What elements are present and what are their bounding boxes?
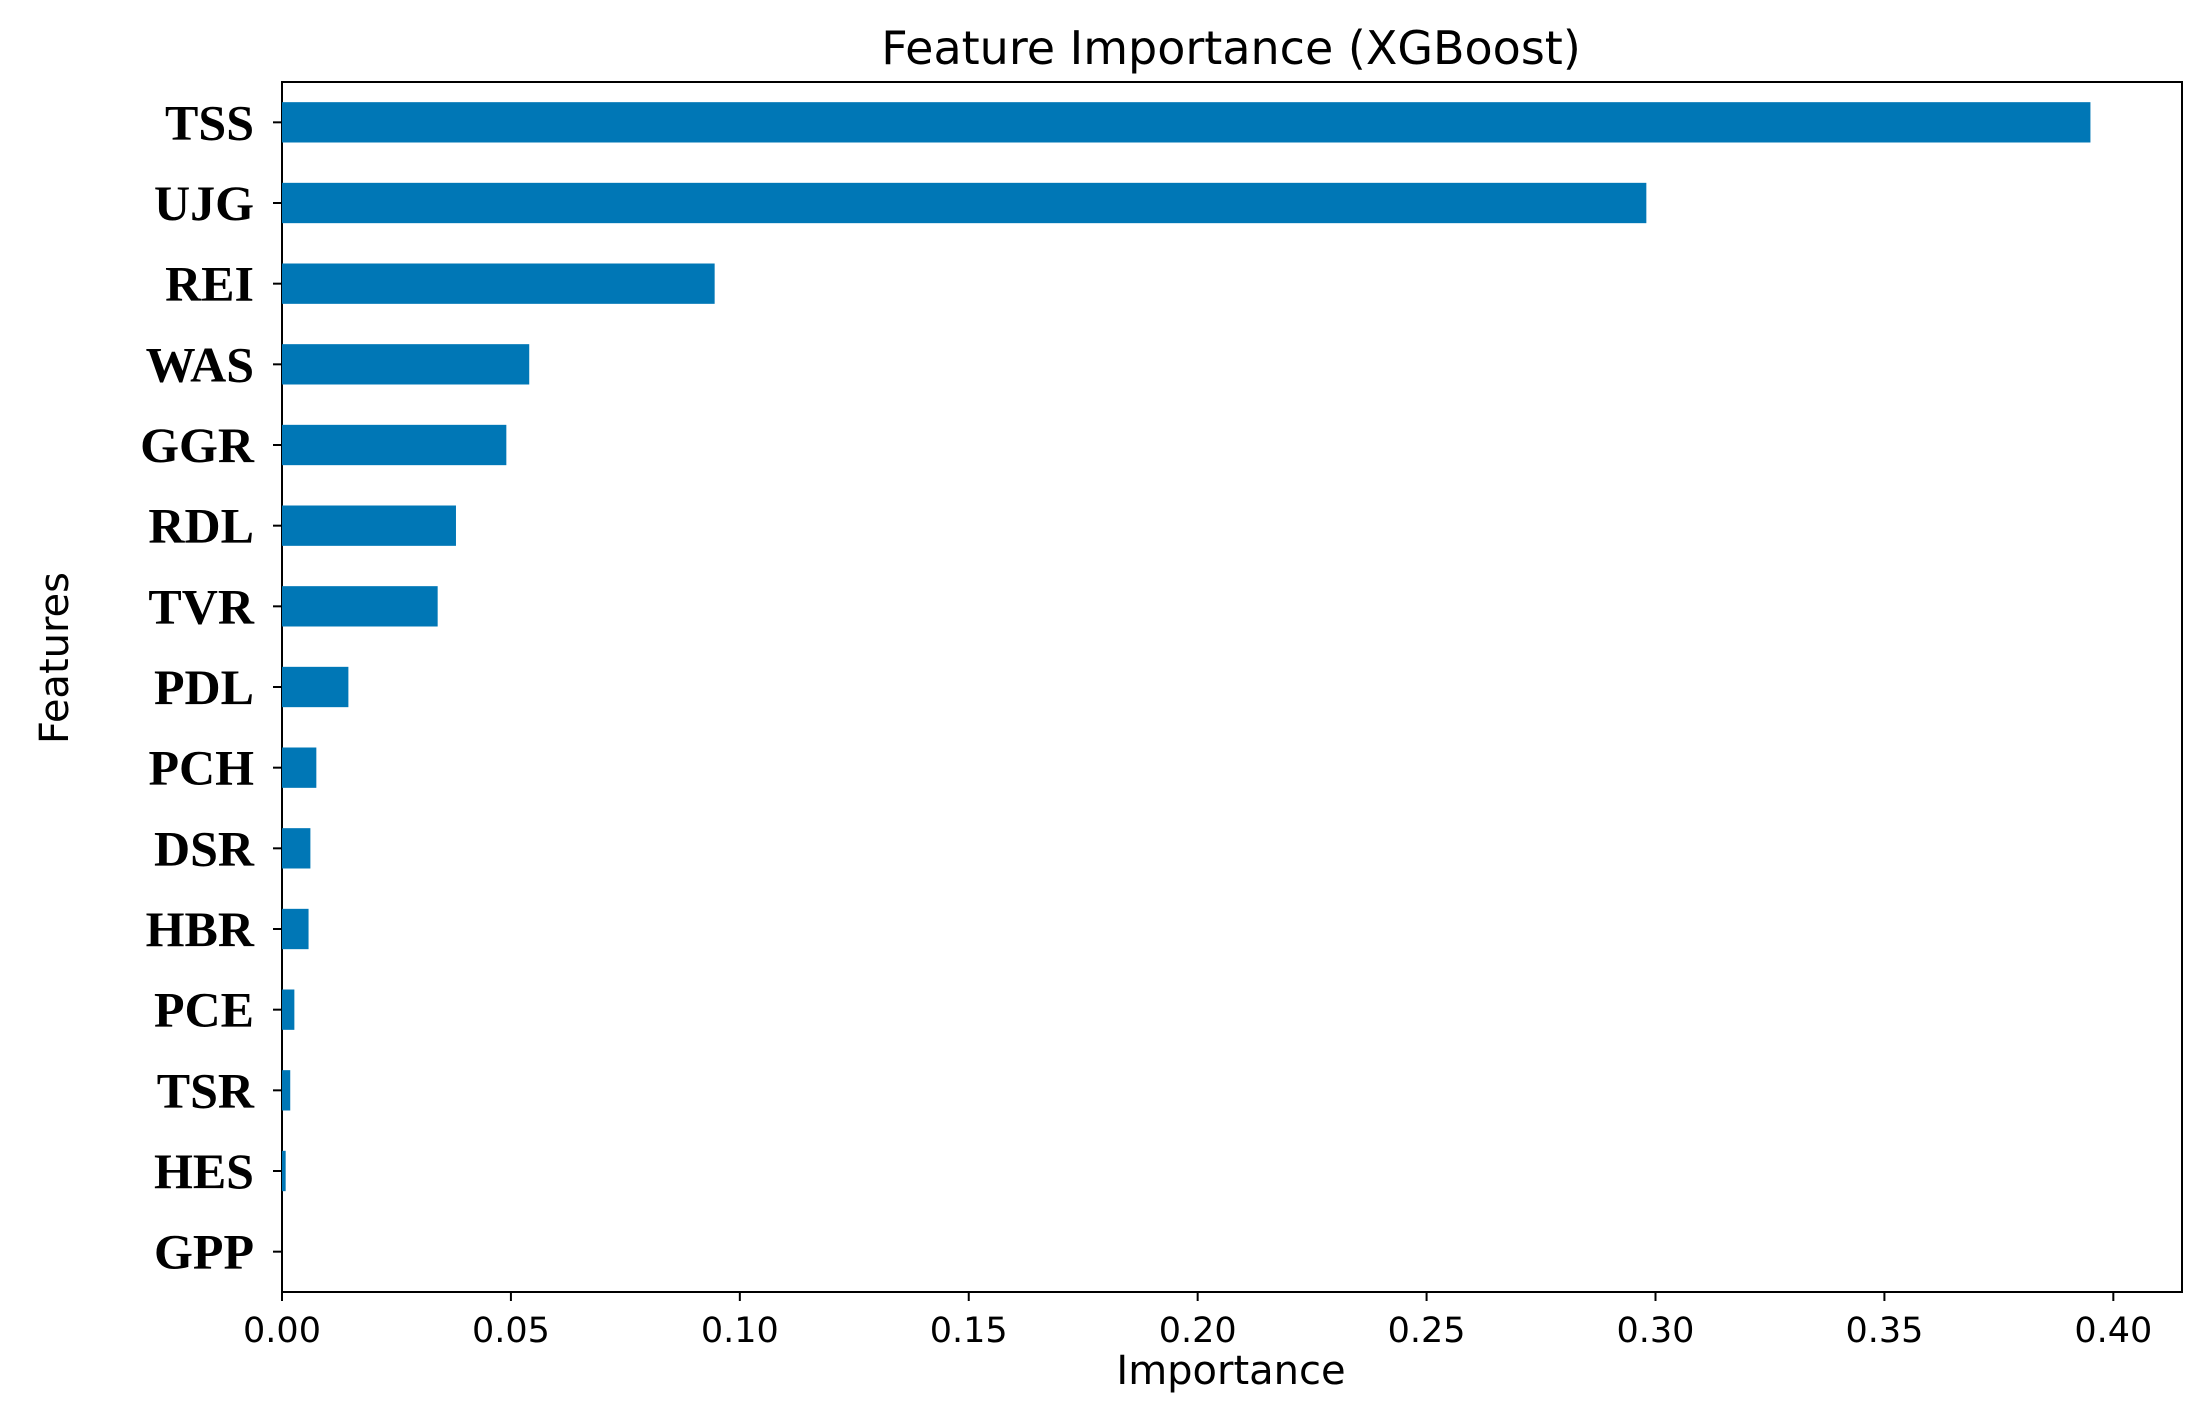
y-tick-label: TSS <box>165 94 254 150</box>
bar-tss <box>282 102 2091 143</box>
bar-ujg <box>282 182 1647 224</box>
y-tick-label: TVR <box>148 578 254 634</box>
chart-title: Feature Importance (XGBoost) <box>881 21 1581 75</box>
y-tick-label: GGR <box>140 417 255 473</box>
y-tick-label: GPP <box>154 1224 254 1280</box>
bar-pch <box>282 747 317 788</box>
y-tick-label: PDL <box>154 659 254 715</box>
x-tick-label: 0.35 <box>1845 1311 1923 1351</box>
y-tick-label: PCH <box>148 740 254 796</box>
bar-tsr <box>282 1070 291 1111</box>
y-tick-label: DSR <box>154 820 255 876</box>
x-tick-label: 0.30 <box>1617 1311 1695 1351</box>
y-tick-label: TSR <box>157 1062 255 1118</box>
x-tick-label: 0.15 <box>930 1311 1008 1351</box>
bar-ggr <box>282 424 507 466</box>
bar-dsr <box>282 828 311 869</box>
y-tick-label: WAS <box>146 336 254 392</box>
x-axis-label: Importance <box>1116 1348 1345 1394</box>
x-tick-label: 0.40 <box>2074 1311 2152 1351</box>
bar-hes <box>282 1150 286 1192</box>
y-tick-label: HES <box>154 1143 254 1199</box>
x-tick-label: 0.05 <box>472 1311 550 1351</box>
x-tick-label: 0.25 <box>1388 1311 1466 1351</box>
bar-pce <box>282 989 295 1030</box>
bar-rei <box>282 263 715 304</box>
bar-was <box>282 344 530 385</box>
y-tick-label: UJG <box>154 175 254 231</box>
x-tick-label: 0.20 <box>1159 1311 1237 1351</box>
bar-hbr <box>282 908 309 950</box>
y-tick-label: RDL <box>148 498 254 554</box>
bar-rdl <box>282 505 456 546</box>
y-tick-label: REI <box>165 256 254 312</box>
y-tick-label: PCE <box>154 982 254 1038</box>
bar-tvr <box>282 586 438 627</box>
plot-area: TSS UJG REI WAS GGR RDL TVR PDL PCH DSR HBR PCE TSR H… <box>140 81 2183 1351</box>
x-tick-label: 0.00 <box>243 1311 321 1351</box>
x-tick-label: 0.10 <box>701 1311 779 1351</box>
y-axis-label: Features <box>32 572 78 744</box>
y-tick-label: HBR <box>146 901 255 957</box>
bar-pdl <box>282 666 349 708</box>
